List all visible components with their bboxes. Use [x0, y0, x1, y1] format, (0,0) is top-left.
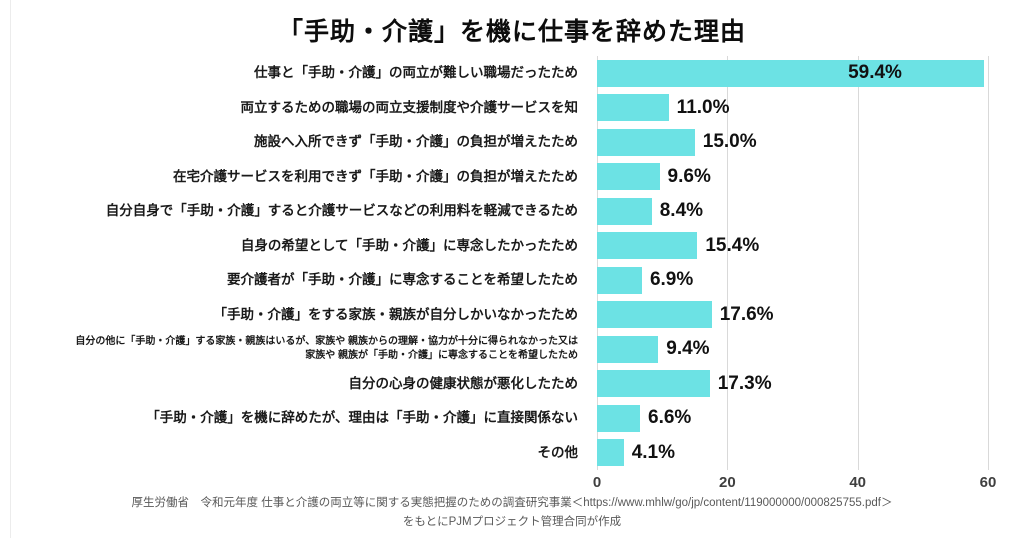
category-label: 自分自身で「手助・介護」すると介護サービスなどの利用料を軽減できるため — [105, 203, 578, 219]
bar — [597, 439, 624, 467]
bar — [597, 128, 695, 156]
bar — [597, 335, 659, 363]
bar-track: 17.3% — [597, 370, 988, 398]
value-label: 15.4% — [705, 234, 760, 256]
category-label: 「手助・介護」をする家族・親族が自分しかいなかったため — [213, 306, 579, 322]
value-label: 9.4% — [666, 338, 710, 360]
chart-row: 両立するための職場の両立支援制度や介護サービスを知 11.0% — [0, 91, 1024, 126]
category-label: 自分の他に「手助・介護」する家族・親族はいるが、家族や 親族からの理解・協力が十… — [75, 336, 578, 362]
chart-row: 自分の心身の健康状態が悪化したため 17.3% — [0, 367, 1024, 402]
chart-row: 要介護者が「手助・介護」に専念することを希望したため 6.9% — [0, 263, 1024, 298]
category-label: 施設へ入所できず「手助・介護」の負担が増えたため — [254, 134, 578, 150]
bar-track: 6.9% — [597, 266, 988, 294]
bar-track: 8.4% — [597, 197, 988, 225]
chart-rows: 仕事と「手助・介護」の両立が難しい職場だったため 59.4% 両立するための職場の両… — [0, 56, 1024, 470]
bar-track: 59.4% — [597, 59, 988, 87]
bar-track: 6.6% — [597, 404, 988, 432]
bar-track: 4.1% — [597, 439, 988, 467]
bar-chart: 仕事と「手助・介護」の両立が難しい職場だったため 59.4% 両立するための職場の両… — [0, 56, 1024, 500]
category-label: 在宅介護サービスを利用できず「手助・介護」の負担が増えたため — [173, 168, 578, 184]
chart-row: 仕事と「手助・介護」の両立が難しい職場だったため 59.4% — [0, 56, 1024, 91]
bar — [597, 232, 698, 260]
axis-tick-label: 40 — [849, 474, 866, 491]
chart-title: 「手助・介護」を機に仕事を辞めた理由 — [277, 18, 746, 46]
value-label: 6.6% — [648, 407, 692, 429]
category-label: その他 — [537, 444, 579, 460]
value-label: 17.3% — [717, 372, 772, 394]
bar-track: 11.0% — [597, 94, 988, 122]
source-line-2: をもとにPJMプロジェクト管理合同が作成 — [402, 516, 622, 529]
gridline — [727, 56, 729, 470]
bar-track: 9.6% — [597, 163, 988, 191]
axis-tick-label: 60 — [979, 474, 997, 491]
chart-row: 在宅介護サービスを利用できず「手助・介護」の負担が増えたため 9.6% — [0, 160, 1024, 195]
gridline — [857, 56, 859, 470]
category-label: 自分の心身の健康状態が悪化したため — [348, 375, 579, 391]
value-label: 9.6% — [667, 165, 711, 187]
value-label: 17.6% — [719, 303, 774, 325]
plot-gridlines — [597, 56, 989, 470]
chart-row: 「手助・介護」を機に辞めたが、理由は「手助・介護」に直接関係ない 6.6% — [0, 401, 1024, 436]
chart-row: 「手助・介護」をする家族・親族が自分しかいなかったため 17.6% — [0, 298, 1024, 333]
bar — [597, 370, 710, 398]
value-label: 4.1% — [631, 441, 676, 463]
source-note: 厚生労働省 令和元年度 仕事と介護の両立等に関する実態把握のための調査研究事業＜… — [0, 494, 1024, 532]
value-label: 15.0% — [702, 131, 757, 153]
category-label: 両立するための職場の両立支援制度や介護サービスを知 — [240, 99, 579, 115]
bar — [597, 59, 985, 87]
bar — [597, 94, 669, 122]
gridline — [597, 56, 598, 470]
chart-row: 自分の他に「手助・介護」する家族・親族はいるが、家族や 親族からの理解・協力が十… — [0, 332, 1024, 367]
bar-track: 15.4% — [597, 232, 988, 260]
gridline — [988, 56, 989, 470]
bar — [597, 197, 652, 225]
chart-row: その他 4.1% — [0, 436, 1024, 471]
source-line-1: 厚生労働省 令和元年度 仕事と介護の両立等に関する実態把握のための調査研究事業＜… — [131, 497, 893, 510]
x-axis: 0 20 40 60 — [593, 474, 997, 500]
bar — [597, 163, 660, 191]
chart-row: 施設へ入所できず「手助・介護」の負担が増えたため 15.0% — [0, 125, 1024, 160]
value-label: 8.4% — [659, 200, 704, 222]
bar-track: 15.0% — [597, 128, 988, 156]
value-label: 59.4% — [848, 62, 902, 84]
value-label: 6.9% — [649, 269, 694, 291]
category-label: 「手助・介護」を機に辞めたが、理由は「手助・介護」に直接関係ない — [146, 410, 578, 426]
axis-tick-label: 20 — [718, 474, 736, 491]
axis-tick-label: 0 — [592, 474, 602, 491]
bar — [597, 266, 642, 294]
category-label: 自身の希望として「手助・介護」に専念したかったため — [240, 237, 578, 253]
chart-row: 自分自身で「手助・介護」すると介護サービスなどの利用料を軽減できるため 8.4% — [0, 194, 1024, 229]
category-label: 要介護者が「手助・介護」に専念することを希望したため — [227, 272, 578, 288]
value-label: 11.0% — [676, 96, 730, 118]
bar-track: 17.6% — [597, 301, 988, 329]
bar — [597, 404, 640, 432]
category-label: 仕事と「手助・介護」の両立が難しい職場だったため — [254, 65, 578, 81]
page-left-border — [10, 0, 11, 538]
bar — [597, 301, 712, 329]
chart-row: 自身の希望として「手助・介護」に専念したかったため 15.4% — [0, 229, 1024, 264]
bar-track: 9.4% — [597, 335, 988, 363]
